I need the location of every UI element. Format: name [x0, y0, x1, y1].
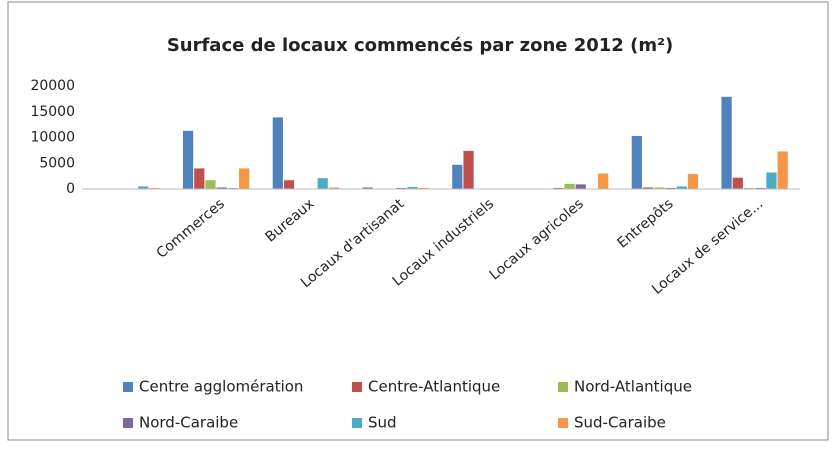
legend-swatch: [123, 382, 133, 392]
bar: [732, 177, 743, 189]
y-tick-label: 15000: [30, 104, 75, 120]
chart-frame: [7, 1, 829, 441]
y-tick-label: 20000: [30, 78, 75, 94]
bar: [396, 187, 407, 189]
bar: [216, 187, 227, 189]
legend-label: Sud: [368, 414, 397, 432]
bar: [138, 186, 149, 189]
legend-swatch: [123, 418, 133, 428]
legend-label: Centre-Atlantique: [368, 378, 500, 396]
bar: [631, 135, 642, 189]
bar: [598, 173, 609, 189]
bar: [665, 187, 676, 189]
bar: [418, 187, 429, 189]
bar: [227, 187, 239, 189]
legend-label: Nord-Caraibe: [139, 414, 238, 432]
bar: [777, 151, 788, 189]
bar: [283, 180, 295, 189]
bar: [452, 164, 463, 189]
bar: [687, 174, 699, 189]
bar: [205, 180, 216, 189]
bar: [272, 117, 283, 189]
bar: [362, 187, 373, 189]
bar: [676, 186, 687, 189]
bar: [328, 187, 340, 189]
bar: [721, 96, 732, 189]
legend-label: Nord-Atlantique: [574, 378, 692, 396]
y-tick-label: 10000: [30, 130, 75, 146]
bar: [553, 187, 564, 189]
bar: [766, 172, 777, 189]
legend-swatch: [352, 382, 362, 392]
legend-label: Centre agglomération: [139, 378, 303, 396]
bar: [194, 168, 205, 189]
bar: [755, 187, 766, 189]
chart-title: Surface de locaux commencés par zone 201…: [167, 35, 673, 56]
bar: [743, 187, 755, 189]
bar: [317, 178, 328, 189]
y-tick-label: 0: [66, 181, 75, 197]
legend-label: Sud-Caraibe: [574, 414, 666, 432]
bar: [642, 187, 654, 189]
bar: [149, 187, 160, 189]
bar: [182, 130, 194, 189]
bar: [654, 187, 665, 189]
legend-swatch: [558, 418, 568, 428]
bar: [463, 150, 474, 189]
legend-swatch: [558, 382, 568, 392]
bar: [575, 184, 586, 189]
bar: [564, 183, 575, 189]
bar: [239, 168, 250, 189]
y-tick-label: 5000: [39, 155, 75, 171]
legend-swatch: [352, 418, 362, 428]
bar: [407, 186, 418, 189]
